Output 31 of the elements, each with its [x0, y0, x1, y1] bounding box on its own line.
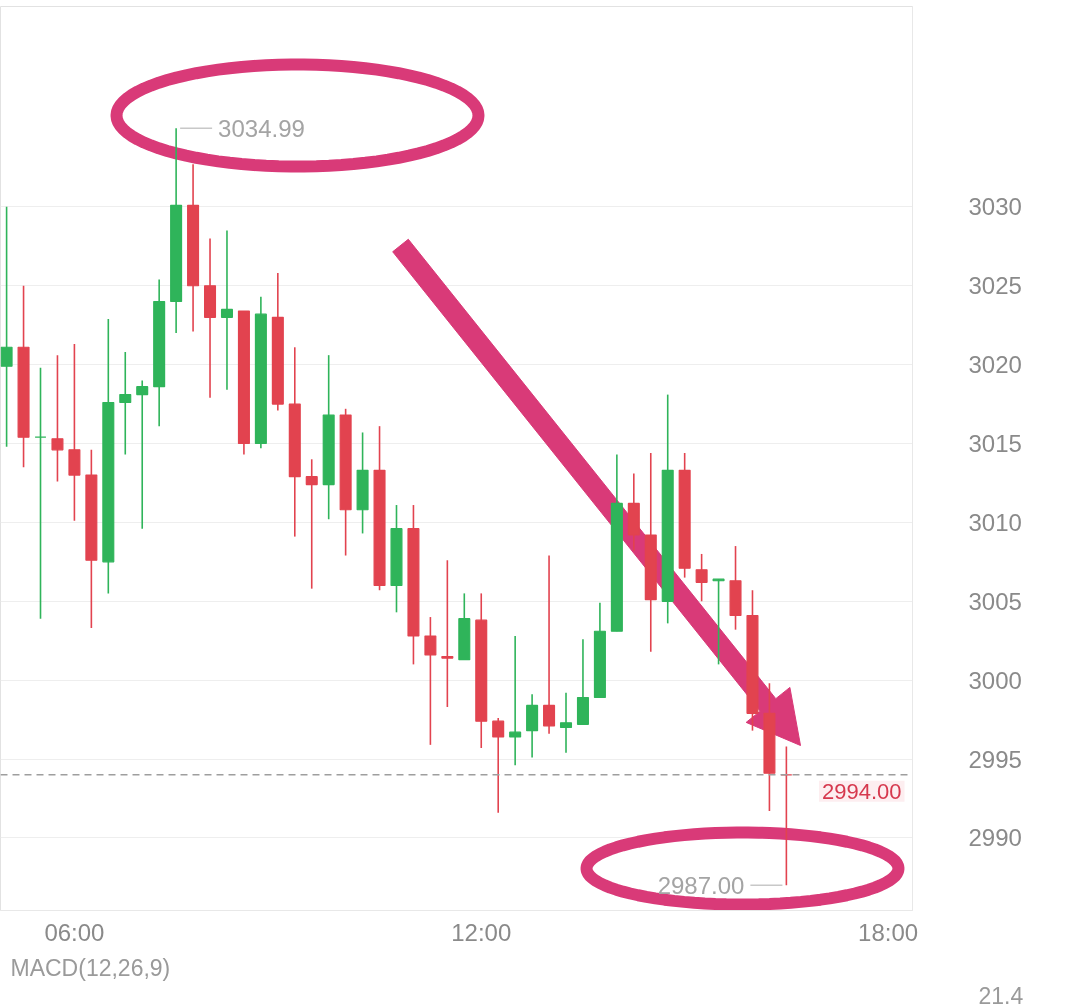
- y-tick-label: 3005: [968, 587, 1022, 615]
- text: MACD(12,26,9): [10, 954, 171, 981]
- y-tick-label: 3015: [968, 430, 1022, 458]
- candlestick: [136, 379, 149, 530]
- annotation: 3034.99: [218, 114, 305, 142]
- candlestick: [0, 206, 13, 448]
- text: 21.4: [978, 982, 1024, 1005]
- y-tick-label: 2995: [968, 745, 1022, 773]
- candlestick: [559, 691, 573, 754]
- x-tick-label: 06:00: [44, 918, 105, 946]
- candlestick: [119, 351, 132, 456]
- candlestick: [509, 635, 522, 767]
- candlestick: [695, 553, 708, 603]
- x-tick-label: 18:00: [858, 918, 919, 946]
- candlestick: [492, 717, 505, 814]
- candlestick: [305, 458, 318, 590]
- candlestick: [424, 616, 437, 746]
- candlestick: [34, 366, 47, 620]
- y-tick-label: 3020: [968, 351, 1022, 379]
- candlestick: [220, 229, 233, 391]
- y-tick-label: 3030: [968, 193, 1022, 221]
- y-tick-label: 3000: [968, 666, 1022, 694]
- annotation: 2987.00: [657, 871, 745, 899]
- candlestick: [441, 559, 454, 708]
- candlestick: [543, 554, 556, 735]
- y-tick-label: 2990: [968, 824, 1022, 852]
- candlestick: [51, 354, 64, 483]
- ref-line-label: 2994.00: [821, 778, 902, 804]
- x-tick-label: 12:00: [451, 918, 512, 946]
- y-tick-label: 3025: [968, 272, 1022, 300]
- y-tick-label: 3010: [968, 508, 1022, 536]
